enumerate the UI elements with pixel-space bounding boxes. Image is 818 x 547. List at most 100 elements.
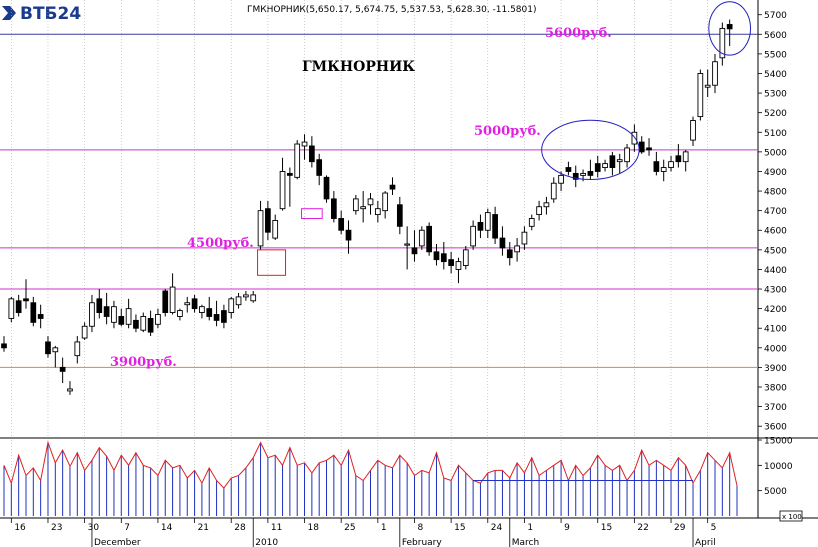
time-axis-label: 1 [527, 523, 533, 533]
candle-body-up [470, 225, 476, 247]
price-axis-label: 4200 [764, 305, 787, 315]
candle-body-down [323, 176, 330, 200]
price-axis-label: 4600 [764, 227, 787, 237]
price-axis-label: 3900 [764, 364, 787, 374]
candle-body-down [213, 314, 220, 321]
candle-body-up [352, 198, 359, 212]
candle-body-down [565, 167, 572, 172]
candle-body-down [1, 343, 7, 349]
price-axis-label: 3800 [764, 384, 787, 394]
time-axis-label: 1 [381, 523, 387, 533]
level-label-5600: 5600руб. [545, 26, 612, 41]
candle-body-up [404, 243, 411, 246]
candle-body-up [8, 298, 15, 319]
time-axis-label: 15 [454, 523, 465, 533]
time-axis-label: 23 [51, 523, 62, 533]
price-axis-label: 5100 [764, 129, 787, 139]
volume-axis-label: 5000 [764, 487, 787, 497]
candle-body-up [580, 172, 586, 176]
candle-body-up [704, 84, 711, 88]
candle-body-up [140, 316, 147, 331]
time-axis-label: 29 [674, 523, 686, 533]
price-axis-label: 4300 [764, 286, 787, 296]
candle-body-up [74, 341, 81, 357]
ohlc-readout: ГМКНОРНИК(5,650.17, 5,674.75, 5,537.53, … [247, 5, 537, 15]
candle-layer [1, 19, 733, 395]
candle-body-down [609, 155, 616, 168]
candle-body-up [521, 231, 528, 245]
candle-body-up [550, 182, 557, 200]
candle-body-down [309, 145, 315, 163]
candle-body-up [558, 174, 564, 184]
price-axis-label: 4900 [764, 168, 787, 178]
candle-body-down [448, 259, 454, 266]
candle-body-down [96, 298, 103, 313]
month-label: 2010 [255, 538, 278, 547]
vtb24-logo: ВТБ24 [2, 4, 81, 24]
candle-body-down [638, 141, 645, 153]
candle-body-up [243, 294, 249, 298]
candle-body-down [675, 155, 682, 163]
time-axis-label: 25 [344, 523, 355, 533]
candle-body-down [506, 249, 513, 259]
price-axis-label: 3700 [764, 403, 787, 413]
candle-body-up [367, 198, 374, 206]
candle-body-down [646, 147, 652, 151]
candle-body-up [250, 294, 257, 302]
volume-axis-label: 10000 [764, 462, 793, 472]
candle-body-up [616, 159, 623, 163]
price-axis-label: 5200 [764, 109, 787, 119]
candle-body-down [345, 229, 352, 241]
chart-title: ГМКНОРНИК [302, 59, 415, 75]
candle-body-down [477, 221, 484, 231]
candle-body-up [301, 141, 308, 147]
logo-chevron-icon [2, 6, 16, 20]
highlight-box [257, 249, 287, 276]
level-label-4500: 4500руб. [187, 236, 254, 251]
time-axis-label: 14 [161, 523, 173, 533]
price-axis-label: 5500 [764, 50, 787, 60]
highlight-ellipse [708, 1, 752, 56]
candle-body-up [272, 219, 279, 239]
candle-body-up [690, 120, 696, 141]
candle-body-up [682, 151, 689, 163]
candle-body-down [411, 247, 418, 255]
candle-body-up [631, 131, 638, 145]
candle-body-down [338, 218, 345, 231]
candle-body-down [221, 310, 227, 323]
price-axis-label: 5700 [764, 11, 787, 21]
candle-body-up [177, 310, 183, 317]
time-axis-label: 11 [271, 523, 282, 533]
month-label: March [512, 538, 539, 547]
price-axis-label: 5000 [764, 148, 787, 158]
highlight-ellipse [541, 119, 640, 181]
time-axis-label: 28 [234, 523, 246, 533]
candle-body-up [455, 261, 462, 270]
candle-body-down [206, 308, 213, 317]
candle-body-up [418, 229, 425, 247]
level-layer [0, 33, 758, 368]
candle-body-down [499, 237, 506, 249]
candle-body-down [191, 298, 198, 310]
candle-body-down [492, 214, 498, 239]
candle-body-up [374, 208, 381, 216]
level-label-5000: 5000руб. [474, 124, 541, 139]
time-axis-label: 8 [417, 523, 423, 533]
candle-body-down [103, 306, 110, 317]
time-axis-label: 9 [564, 523, 570, 533]
candle-body-down [162, 290, 169, 313]
candle-body-up [81, 325, 88, 339]
candle-body-down [433, 251, 440, 261]
time-axis-label: 5 [711, 523, 717, 533]
candle-body-up [52, 347, 59, 353]
candle-body-down [426, 225, 432, 253]
candle-body-up [184, 302, 191, 306]
candle-body-up [199, 306, 205, 313]
price-axis-label: 4400 [764, 266, 787, 276]
time-axis-label: 22 [637, 523, 648, 533]
candle-body-up [360, 206, 367, 210]
price-axis-label: 5300 [764, 90, 787, 100]
candle-body-up [514, 245, 520, 253]
